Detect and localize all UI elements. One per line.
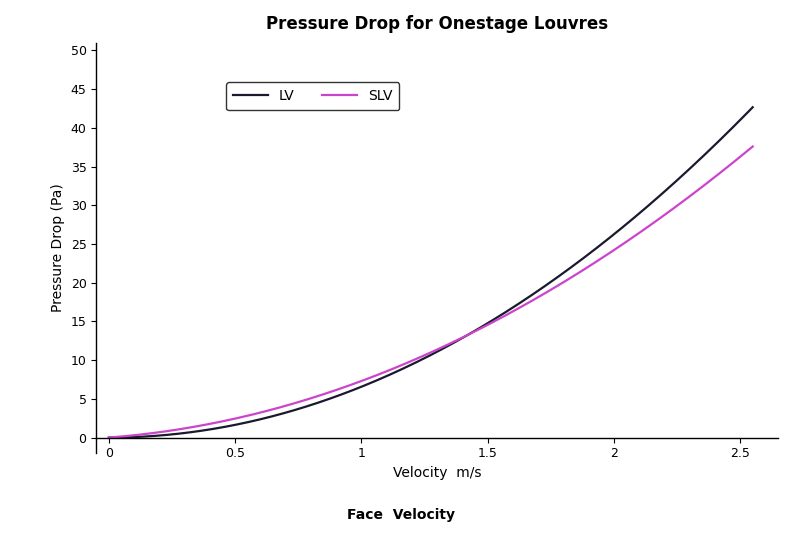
LV: [488, 317, 497, 324]
LV: [414, 358, 423, 365]
SLV: [632, 231, 642, 238]
SLV: [488, 319, 497, 326]
SLV: [748, 143, 758, 150]
LV: [732, 120, 742, 126]
Text: Face  Velocity: Face Velocity: [347, 508, 455, 522]
LV: [410, 360, 419, 366]
Line: LV: LV: [109, 107, 753, 438]
Title: Pressure Drop for Onestage Louvres: Pressure Drop for Onestage Louvres: [266, 15, 608, 33]
LV: [748, 104, 758, 110]
SLV: [452, 337, 462, 343]
X-axis label: Velocity  m/s: Velocity m/s: [393, 466, 481, 480]
SLV: [732, 156, 742, 163]
LV: [452, 338, 462, 344]
SLV: [414, 355, 423, 361]
Legend: LV, SLV: LV, SLV: [226, 83, 399, 110]
SLV: [104, 434, 114, 441]
LV: [632, 213, 642, 219]
LV: [104, 434, 114, 441]
SLV: [410, 357, 419, 363]
Line: SLV: SLV: [109, 147, 753, 438]
Y-axis label: Pressure Drop (Pa): Pressure Drop (Pa): [51, 183, 65, 312]
